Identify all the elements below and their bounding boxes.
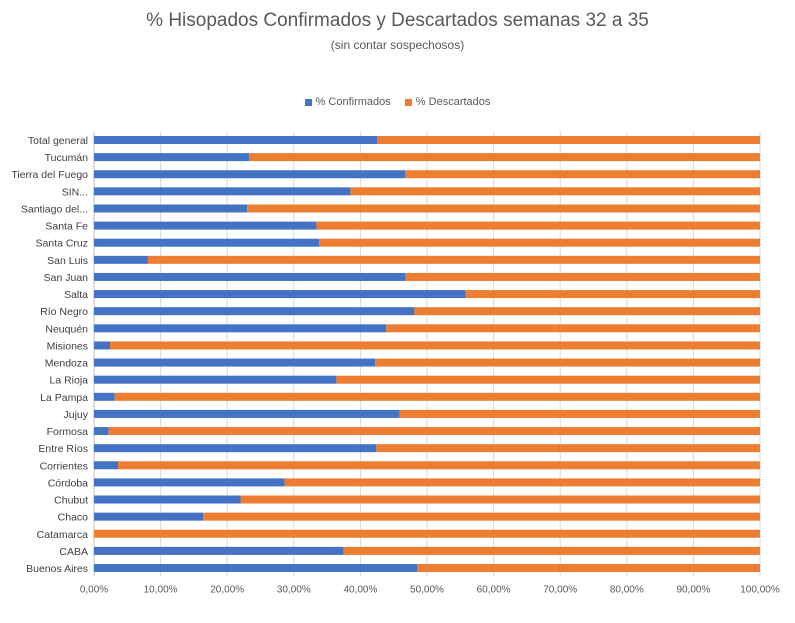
category-label: Total general [28, 135, 88, 147]
bar-confirmados [94, 153, 250, 162]
bar-descartados [350, 187, 760, 196]
bar-confirmados [94, 136, 378, 144]
bar-descartados [203, 512, 760, 521]
category-label: Chaco [58, 512, 89, 524]
x-tick-label: 20,00% [210, 585, 244, 596]
bar-descartados [247, 204, 760, 213]
category-label: Buenos Aires [26, 563, 88, 575]
bar-descartados [386, 324, 760, 333]
category-label: Tucumán [45, 152, 89, 164]
bar-descartados [319, 238, 760, 247]
bar-descartados [405, 272, 760, 281]
bar-descartados [284, 478, 760, 487]
bar-descartados [343, 546, 760, 555]
bar-descartados [417, 564, 760, 572]
category-label: Neuquén [45, 323, 88, 335]
bar-confirmados [94, 512, 204, 521]
category-label: Tierra del Fuego [11, 169, 88, 181]
bar-descartados [336, 375, 760, 384]
legend-label-descartados: % Descartados [415, 96, 491, 108]
bar-confirmados [94, 392, 115, 401]
bar-descartados [414, 307, 760, 316]
bar-confirmados [94, 478, 285, 487]
category-label: Jujuy [63, 409, 88, 421]
category-label: Chubut [54, 495, 88, 507]
bar-confirmados [94, 187, 351, 196]
bar-confirmados [94, 495, 241, 504]
bar-confirmados [94, 444, 377, 453]
bar-confirmados [94, 358, 376, 367]
bar-confirmados [94, 461, 118, 470]
category-label: SIN... [62, 186, 88, 198]
bar-confirmados [94, 375, 337, 384]
bar-descartados [399, 409, 760, 418]
category-label: Entre Ríos [38, 443, 88, 455]
bar-descartados [249, 153, 761, 162]
category-label: San Juan [44, 272, 89, 284]
legend-swatch-confirmados [304, 98, 312, 106]
category-label: Santa Fe [45, 221, 88, 233]
bar-descartados [375, 358, 760, 367]
category-label: Córdoba [48, 477, 88, 489]
bar-descartados [376, 444, 760, 453]
bar-confirmados [94, 170, 406, 179]
x-tick-label: 100,00% [740, 585, 780, 596]
category-label: Salta [64, 289, 88, 301]
x-tick-label: 90,00% [676, 585, 710, 596]
x-tick-label: 50,00% [410, 585, 444, 596]
x-tick-label: 80,00% [610, 585, 644, 596]
bar-descartados [240, 495, 760, 504]
category-label: Misiones [47, 340, 88, 352]
bar-descartados [147, 255, 761, 264]
category-label: CABA [59, 546, 88, 558]
legend-label-confirmados: % Confirmados [315, 96, 391, 108]
chart-subtitle: (sin contar sospechosos) [330, 38, 465, 52]
x-tick-label: 10,00% [144, 585, 178, 596]
bar-confirmados [94, 255, 148, 264]
chart-title: % Hisopados Confirmados y Descartados se… [146, 10, 649, 31]
legend: % Confirmados % Descartados [0, 96, 795, 108]
bar-confirmados [94, 272, 406, 281]
bar-descartados [465, 290, 760, 299]
category-label: Río Negro [40, 306, 88, 318]
category-label: La Pampa [40, 392, 88, 404]
category-label: San Luis [47, 255, 88, 267]
bar-confirmados [94, 341, 110, 350]
legend-item-confirmados: % Confirmados [304, 96, 391, 108]
bar-descartados [316, 221, 760, 230]
bar-descartados [94, 529, 760, 538]
bar-descartados [108, 427, 761, 436]
category-label: Corrientes [40, 460, 88, 472]
bar-descartados [114, 392, 761, 401]
x-tick-label: 60,00% [477, 585, 511, 596]
category-label: Catamarca [37, 529, 89, 541]
bar-confirmados [94, 221, 317, 230]
category-label: Formosa [47, 426, 89, 438]
category-label: Mendoza [45, 358, 88, 370]
bar-confirmados [94, 238, 320, 247]
x-tick-label: 70,00% [543, 585, 577, 596]
x-tick-label: 40,00% [343, 585, 377, 596]
bar-confirmados [94, 546, 344, 555]
bar-descartados [377, 136, 760, 144]
legend-item-descartados: % Descartados [404, 96, 491, 108]
bar-descartados [405, 170, 760, 179]
x-tick-label: 0,00% [80, 585, 108, 596]
bar-confirmados [94, 324, 387, 333]
bar-confirmados [94, 307, 415, 316]
bar-confirmados [94, 409, 400, 418]
bar-confirmados [94, 564, 418, 572]
bar-confirmados [94, 290, 466, 299]
category-label: Santa Cruz [35, 238, 88, 250]
bar-confirmados [94, 204, 248, 213]
category-label: Santiago del... [21, 203, 88, 215]
x-tick-label: 30,00% [277, 585, 311, 596]
bar-confirmados [94, 427, 109, 436]
bar-descartados [117, 461, 760, 470]
legend-swatch-descartados [404, 98, 412, 106]
bar-descartados [109, 341, 760, 350]
category-label: La Rioja [49, 375, 88, 387]
